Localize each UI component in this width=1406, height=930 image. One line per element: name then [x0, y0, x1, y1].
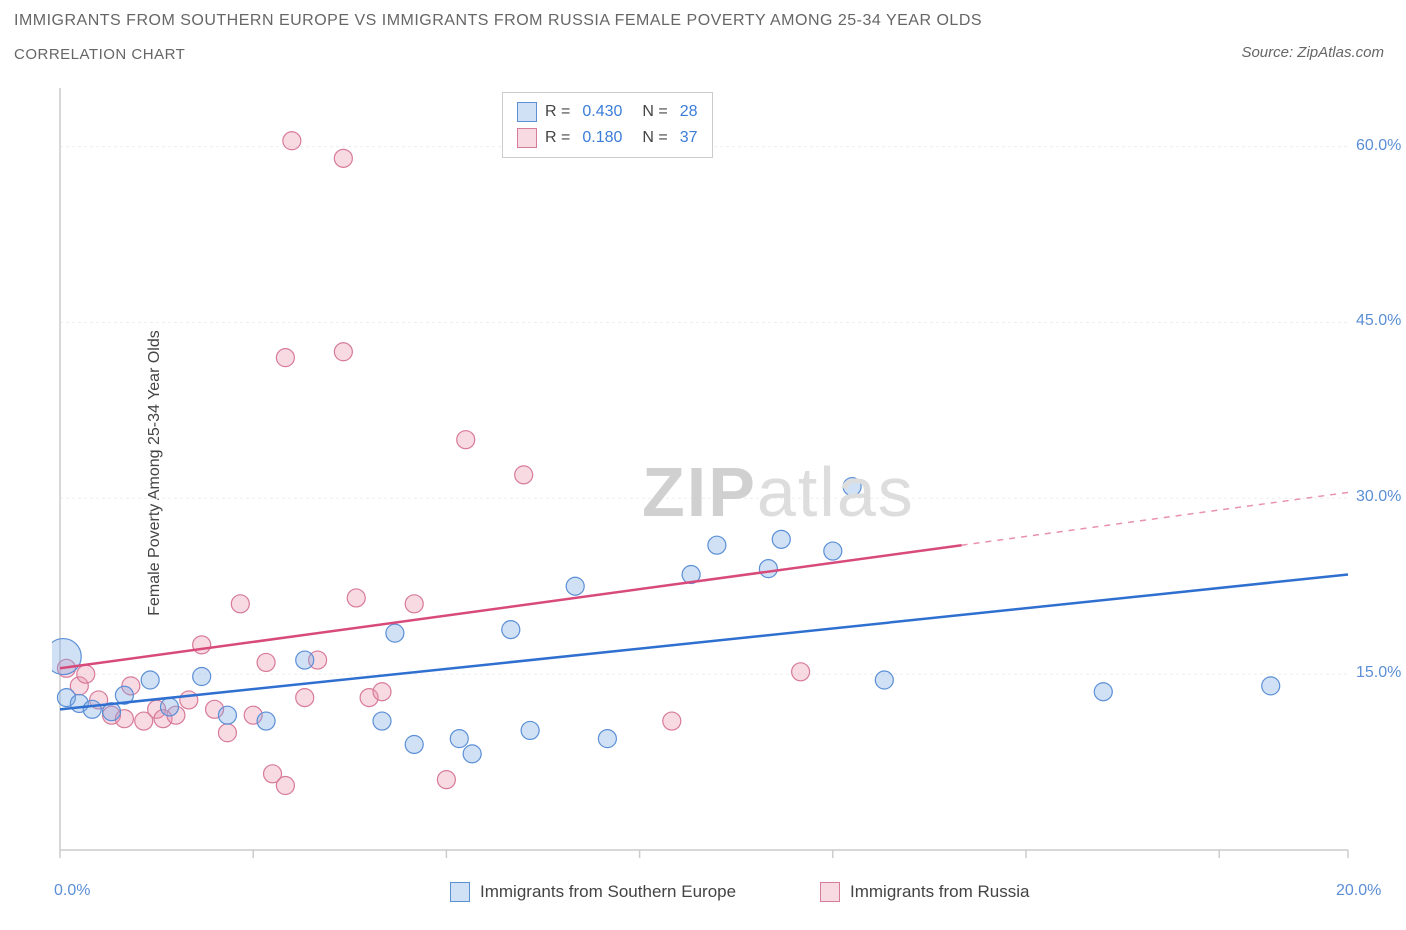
legend-n-label: N = — [642, 103, 667, 121]
bottom-legend-label-1: Immigrants from Southern Europe — [480, 882, 736, 902]
legend-n-val-2: 37 — [680, 129, 698, 147]
y-tick-label: 45.0% — [1356, 312, 1401, 330]
legend-r-val-1: 0.430 — [582, 103, 622, 121]
scatter-plot — [52, 82, 1388, 864]
source-attribution: Source: ZipAtlas.com — [1241, 44, 1384, 61]
legend-r-val-2: 0.180 — [582, 129, 622, 147]
x-tick-0: 0.0% — [54, 882, 90, 900]
bottom-swatch-pink — [820, 882, 840, 902]
legend-swatch-pink — [517, 128, 537, 148]
legend-swatch-blue — [517, 102, 537, 122]
bottom-legend-series1: Immigrants from Southern Europe — [450, 882, 736, 902]
chart-area: Female Poverty Among 25-34 Year Olds ZIP… — [52, 82, 1388, 864]
x-tick-20: 20.0% — [1336, 882, 1381, 900]
legend-row-series1: R = 0.430 N = 28 — [517, 99, 698, 125]
legend-r-label: R = — [545, 129, 570, 147]
bottom-swatch-blue — [450, 882, 470, 902]
y-tick-label: 15.0% — [1356, 664, 1401, 682]
legend-r-label: R = — [545, 103, 570, 121]
legend-n-label: N = — [642, 129, 667, 147]
bottom-legend-series2: Immigrants from Russia — [820, 882, 1029, 902]
bottom-legend-label-2: Immigrants from Russia — [850, 882, 1029, 902]
y-tick-label: 60.0% — [1356, 137, 1401, 155]
legend-row-series2: R = 0.180 N = 37 — [517, 125, 698, 151]
correlation-legend-box: R = 0.430 N = 28 R = 0.180 N = 37 — [502, 92, 713, 158]
chart-title-line2: CORRELATION CHART — [14, 46, 185, 63]
y-tick-label: 30.0% — [1356, 488, 1401, 506]
legend-n-val-1: 28 — [680, 103, 698, 121]
chart-title-line1: IMMIGRANTS FROM SOUTHERN EUROPE VS IMMIG… — [14, 12, 982, 30]
